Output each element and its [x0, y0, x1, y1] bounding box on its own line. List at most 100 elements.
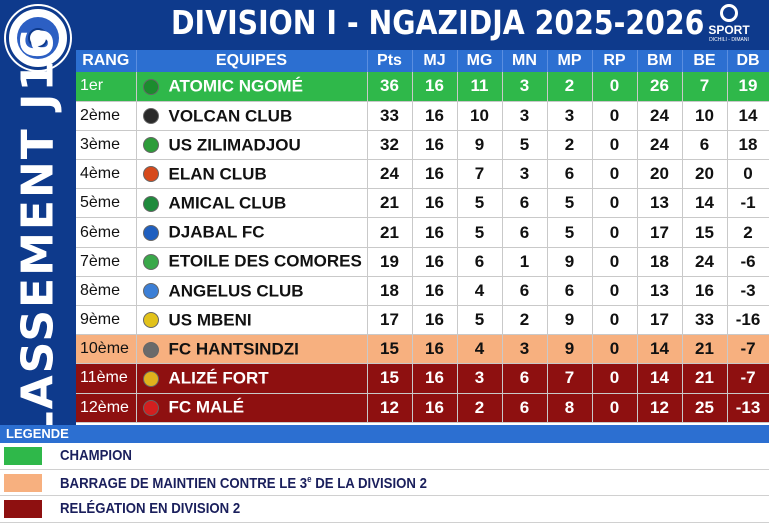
- rank-cell: 11ème: [76, 363, 137, 394]
- column-header-be: BE: [682, 50, 728, 72]
- football-icon: [28, 28, 48, 48]
- mn-cell: 6: [502, 393, 548, 423]
- db-cell: -13: [727, 393, 769, 423]
- db-cell: -3: [727, 276, 769, 307]
- column-header-pts: Pts: [367, 50, 413, 72]
- table-row: 10ème FC HANTSINDZI 15 16 4 3 9 0 14 21 -7: [76, 334, 769, 365]
- legend-swatch: [4, 447, 42, 465]
- column-header-mj: MJ: [412, 50, 458, 72]
- mj-cell: 16: [412, 334, 458, 365]
- table-row: 11ème ALIZÉ FORT 15 16 3 6 7 0 14 21 -7: [76, 363, 769, 394]
- legend-text: RELÉGATION EN DIVISION 2: [60, 500, 241, 518]
- mg-cell: 10: [457, 101, 503, 131]
- bm-cell: 17: [637, 305, 683, 336]
- mj-cell: 16: [412, 363, 458, 394]
- mj-cell: 16: [412, 72, 458, 102]
- rp-cell: 0: [592, 130, 638, 161]
- bm-cell: 13: [637, 188, 683, 219]
- rp-cell: 0: [592, 305, 638, 336]
- mp-cell: 8: [547, 393, 593, 423]
- rank-cell: 3ème: [76, 130, 137, 161]
- mj-cell: 16: [412, 393, 458, 423]
- mn-cell: 3: [502, 72, 548, 102]
- column-header-rang: RANG: [76, 50, 137, 72]
- legend-text: BARRAGE DE MAINTIEN CONTRE LE 3e DE LA D…: [60, 473, 427, 492]
- federation-logo: [6, 6, 70, 70]
- sidebar: CLASSEMENT J16: [0, 0, 76, 474]
- team-cell: VOLCAN CLUB: [136, 101, 368, 131]
- be-cell: 21: [682, 334, 728, 365]
- column-header-mp: MP: [547, 50, 593, 72]
- team-cell: FC MALÉ: [136, 393, 368, 423]
- rp-cell: 0: [592, 72, 638, 102]
- team-cell: AMICAL CLUB: [136, 188, 368, 219]
- bm-cell: 14: [637, 334, 683, 365]
- team-cell: US MBENI: [136, 305, 368, 336]
- team-name: US ZILIMADJOU: [168, 135, 301, 155]
- be-cell: 15: [682, 217, 728, 248]
- mg-cell: 3: [457, 363, 503, 394]
- mg-cell: 5: [457, 305, 503, 336]
- team-name: US MBENI: [168, 310, 252, 330]
- standings-table: RANG EQUIPES Pts MJ MG MN MP RP BM BE DB 1er ATOMIC…: [76, 50, 769, 423]
- rank-cell: 4ème: [76, 159, 137, 190]
- team-crest-icon: [142, 166, 159, 183]
- table-row: 6ème DJABAL FC 21 16 5 6 5 0 17 15 2: [76, 217, 769, 248]
- pts-cell: 17: [367, 305, 413, 336]
- mn-cell: 3: [502, 159, 548, 190]
- rp-cell: 0: [592, 247, 638, 277]
- team-name: ATOMIC NGOMÉ: [168, 76, 303, 96]
- rp-cell: 0: [592, 101, 638, 131]
- table-header-row: RANG EQUIPES Pts MJ MG MN MP RP BM BE DB: [76, 50, 769, 72]
- brand-sub: DICHILI - DIMANI: [709, 37, 749, 43]
- mj-cell: 16: [412, 305, 458, 336]
- mj-cell: 16: [412, 276, 458, 307]
- rank-cell: 7ème: [76, 247, 137, 277]
- legend-item: CHAMPION: [0, 443, 769, 470]
- team-cell: DJABAL FC: [136, 217, 368, 248]
- be-cell: 24: [682, 247, 728, 277]
- legend-title: LEGENDE: [0, 425, 769, 443]
- mj-cell: 16: [412, 130, 458, 161]
- mn-cell: 1: [502, 247, 548, 277]
- pts-cell: 32: [367, 130, 413, 161]
- team-crest-icon: [142, 195, 159, 212]
- mp-cell: 7: [547, 363, 593, 394]
- team-cell: ALIZÉ FORT: [136, 363, 368, 394]
- mp-cell: 5: [547, 217, 593, 248]
- legend-item: BARRAGE DE MAINTIEN CONTRE LE 3e DE LA D…: [0, 470, 769, 497]
- team-crest-icon: [142, 224, 159, 241]
- brand-name: SPORT: [708, 23, 750, 37]
- rank-cell: 9ème: [76, 305, 137, 336]
- bm-cell: 12: [637, 393, 683, 423]
- team-crest-icon: [142, 78, 159, 95]
- team-name: FC HANTSINDZI: [168, 339, 299, 359]
- page-title: DIVISION I - NGAZIDJA 2025-2026: [171, 3, 705, 42]
- legend-text: CHAMPION: [60, 447, 132, 464]
- table-row: 5ème AMICAL CLUB 21 16 5 6 5 0 13 14 -1: [76, 188, 769, 219]
- db-cell: -7: [727, 334, 769, 365]
- mp-cell: 3: [547, 101, 593, 131]
- db-cell: -7: [727, 363, 769, 394]
- legend-swatch: [4, 473, 42, 492]
- be-cell: 16: [682, 276, 728, 307]
- table-row: 1er ATOMIC NGOMÉ 36 16 11 3 2 0 26 7 19: [76, 72, 769, 102]
- be-cell: 20: [682, 159, 728, 190]
- bm-cell: 13: [637, 276, 683, 307]
- mg-cell: 6: [457, 247, 503, 277]
- brand-logo: SPORT DICHILI - DIMANI: [701, 4, 757, 46]
- mg-cell: 7: [457, 159, 503, 190]
- mp-cell: 2: [547, 130, 593, 161]
- team-cell: ATOMIC NGOMÉ: [136, 72, 368, 102]
- rp-cell: 0: [592, 217, 638, 248]
- pts-cell: 12: [367, 393, 413, 423]
- mg-cell: 5: [457, 188, 503, 219]
- team-cell: ELAN CLUB: [136, 159, 368, 190]
- column-header-mg: MG: [457, 50, 503, 72]
- team-name: FC MALÉ: [168, 397, 245, 417]
- be-cell: 7: [682, 72, 728, 102]
- mn-cell: 5: [502, 130, 548, 161]
- rank-cell: 12ème: [76, 393, 137, 423]
- mj-cell: 16: [412, 101, 458, 131]
- rp-cell: 0: [592, 363, 638, 394]
